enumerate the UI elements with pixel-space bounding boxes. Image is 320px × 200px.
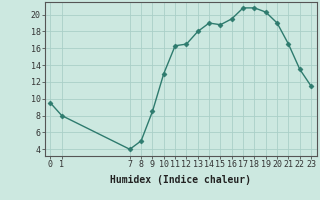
X-axis label: Humidex (Indice chaleur): Humidex (Indice chaleur) bbox=[110, 175, 251, 185]
